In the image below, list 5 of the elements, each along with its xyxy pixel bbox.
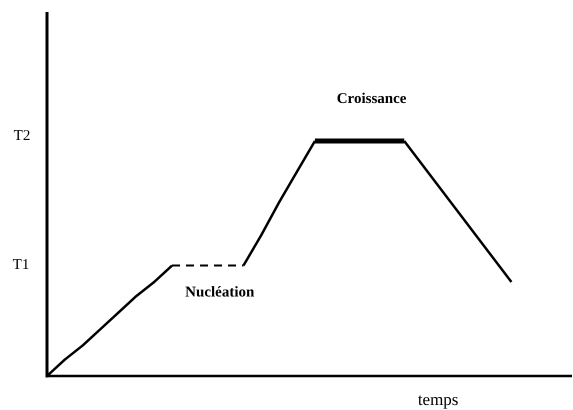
text: T2: [14, 128, 30, 144]
x-axis-title: temps: [418, 390, 458, 409]
text: Croissance: [336, 91, 407, 108]
series-label: Nucléation: [185, 284, 255, 301]
text: T1: [12, 257, 30, 274]
